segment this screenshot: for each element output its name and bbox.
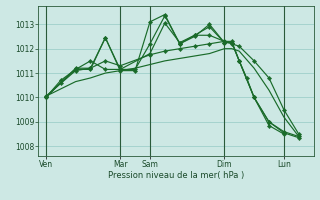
X-axis label: Pression niveau de la mer( hPa ): Pression niveau de la mer( hPa ) [108,171,244,180]
